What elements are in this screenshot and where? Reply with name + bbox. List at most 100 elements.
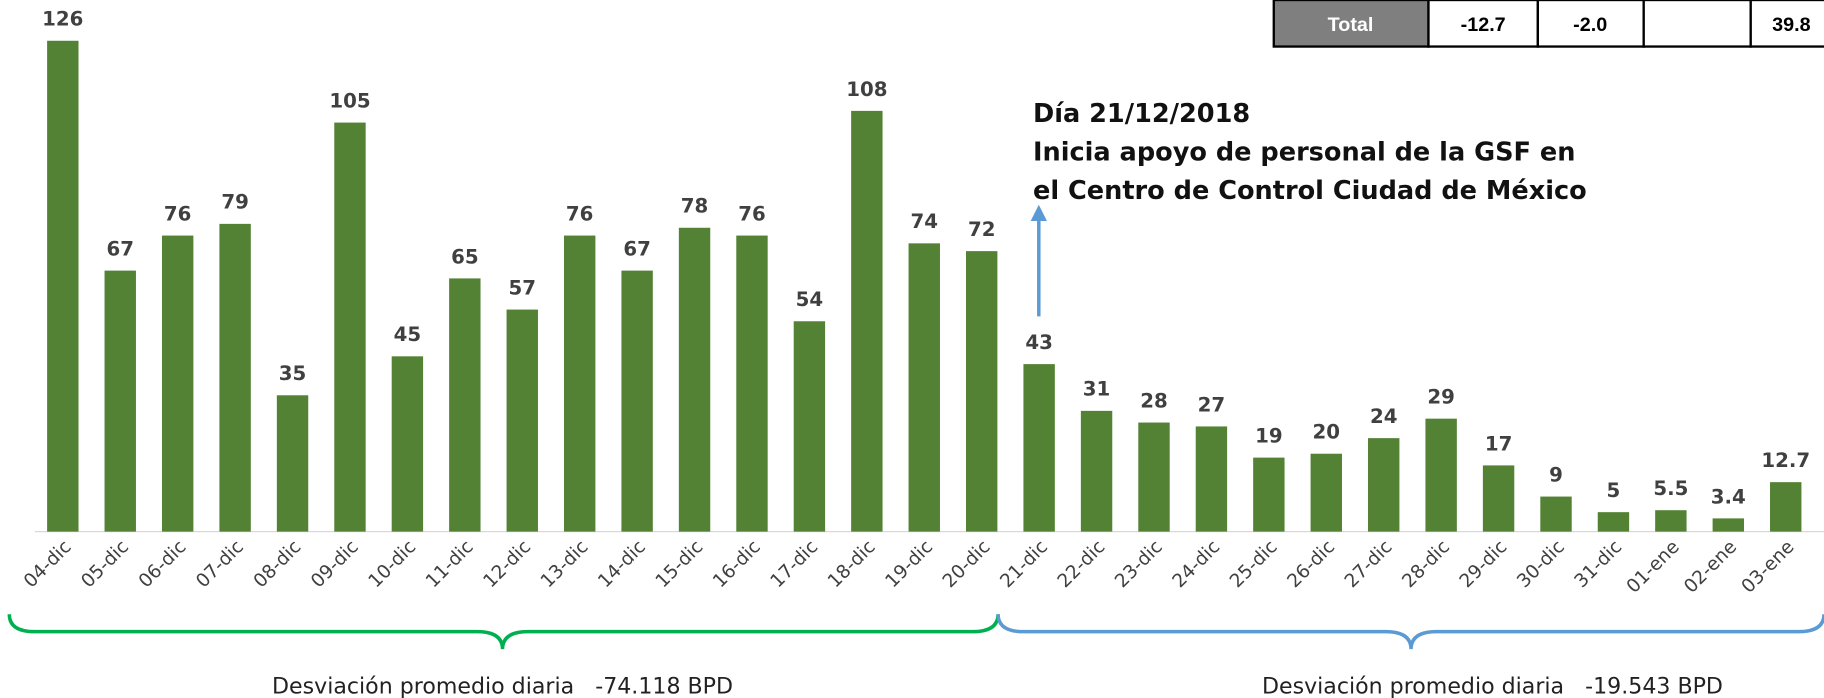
value-label: 43 [1025,331,1053,354]
x-tick-label: 04-dic [20,537,76,593]
x-tick-label: 21-dic [996,537,1052,593]
x-tick-label: 13-dic [537,537,593,593]
value-label: 19 [1255,424,1283,447]
brace-label: Desviación promedio diaria -74.118 BPD [272,673,733,698]
bar [1368,438,1399,531]
bar [277,395,308,531]
table-text: 39.8 [1772,14,1810,36]
x-tick-label: 09-dic [307,537,363,593]
table-text: -2.0 [1573,14,1607,36]
x-tick-label: 14-dic [594,537,650,593]
brace-label: Desviación promedio diaria -19.543 BPD [1262,673,1723,698]
bar [1081,411,1112,532]
bar [1425,419,1456,532]
arrow-head [1031,205,1047,221]
value-label: 67 [106,237,134,260]
value-label: 9 [1549,463,1563,486]
brace [9,614,998,649]
value-label: 65 [451,245,479,268]
x-tick-label: 28-dic [1398,537,1454,593]
bar [1311,454,1342,532]
value-label: 76 [566,202,594,225]
bar [621,271,652,532]
x-tick-label: 30-dic [1513,537,1569,593]
bar [1483,465,1514,531]
bar [1023,364,1054,532]
bar [105,271,136,532]
value-label: 3.4 [1711,485,1746,508]
value-label: 5.5 [1653,477,1688,500]
value-label: 45 [394,323,422,346]
bar [1655,510,1686,531]
annotation: Inicia apoyo de personal de la GSF en [1033,138,1576,168]
x-tick-label: 02-ene [1680,537,1741,598]
bar [1598,512,1629,531]
table-text: -12.7 [1461,14,1506,36]
bar [1540,497,1571,532]
bar [47,41,78,532]
x-tick-label: 16-dic [709,537,765,593]
x-tick-label: 10-dic [365,537,421,593]
x-tick-label: 19-dic [882,537,938,593]
summary-table: Total -12.7 -2.0 39.8 [1274,0,1824,47]
bar [1713,518,1744,531]
x-tick-label: 27-dic [1341,537,1397,593]
value-label: 54 [796,288,824,311]
value-label: 108 [846,78,887,101]
value-label: 20 [1313,421,1341,444]
value-label: 27 [1198,393,1226,416]
x-tick-label: 11-dic [422,537,478,593]
x-tick-label: 29-dic [1456,537,1512,593]
table-cell [1644,0,1751,47]
x-tick-label: 31-dic [1571,537,1627,593]
x-tick-label: 20-dic [939,537,995,593]
bar [162,236,193,532]
bar [449,278,480,531]
x-tick-label: 07-dic [192,537,248,593]
value-label: 31 [1083,378,1111,401]
x-tick-label: 25-dic [1226,537,1282,593]
bar [507,310,538,532]
x-tick-label: 05-dic [78,537,134,593]
bar [909,243,940,531]
value-label: 72 [968,218,996,241]
table-text: Total [1328,14,1374,36]
value-label: 76 [738,202,766,225]
value-label: 24 [1370,405,1398,428]
x-tick-label: 06-dic [135,537,191,593]
bar [736,236,767,532]
page: Total -12.7 -2.0 39.8 Día 21/12/2018 Ini… [0,0,1824,698]
value-label: 79 [221,191,249,214]
value-label: 74 [911,210,939,233]
x-tick-label: 24-dic [1169,537,1225,593]
bar [1770,482,1801,531]
brace [998,614,1824,649]
bar [392,356,423,531]
x-tick-label: 26-dic [1284,537,1340,593]
value-label: 67 [623,237,651,260]
x-tick-label: 22-dic [1054,537,1110,593]
value-label: 5 [1607,479,1621,502]
x-tick-label: 18-dic [824,537,880,593]
bar [1138,423,1169,532]
chart: Total -12.7 -2.0 39.8 Día 21/12/2018 Ini… [0,0,1824,698]
bar [794,321,825,531]
value-label: 12.7 [1761,449,1810,472]
bar [851,111,882,532]
value-label: 17 [1485,432,1513,455]
value-label: 78 [681,195,709,218]
value-label: 35 [279,362,307,385]
bar [564,236,595,532]
x-tick-label: 12-dic [480,537,536,593]
x-tick-label: 17-dic [767,537,823,593]
annotation: el Centro de Control Ciudad de México [1033,176,1587,206]
bar [966,251,997,531]
value-label: 126 [42,8,83,31]
x-tick-label: 01-ene [1623,537,1684,598]
bar [679,228,710,532]
value-label: 28 [1140,389,1168,412]
bar [1253,458,1284,532]
x-tick-label: 03-ene [1738,537,1799,598]
annotation: Día 21/12/2018 [1033,99,1250,129]
value-label: 76 [164,202,192,225]
